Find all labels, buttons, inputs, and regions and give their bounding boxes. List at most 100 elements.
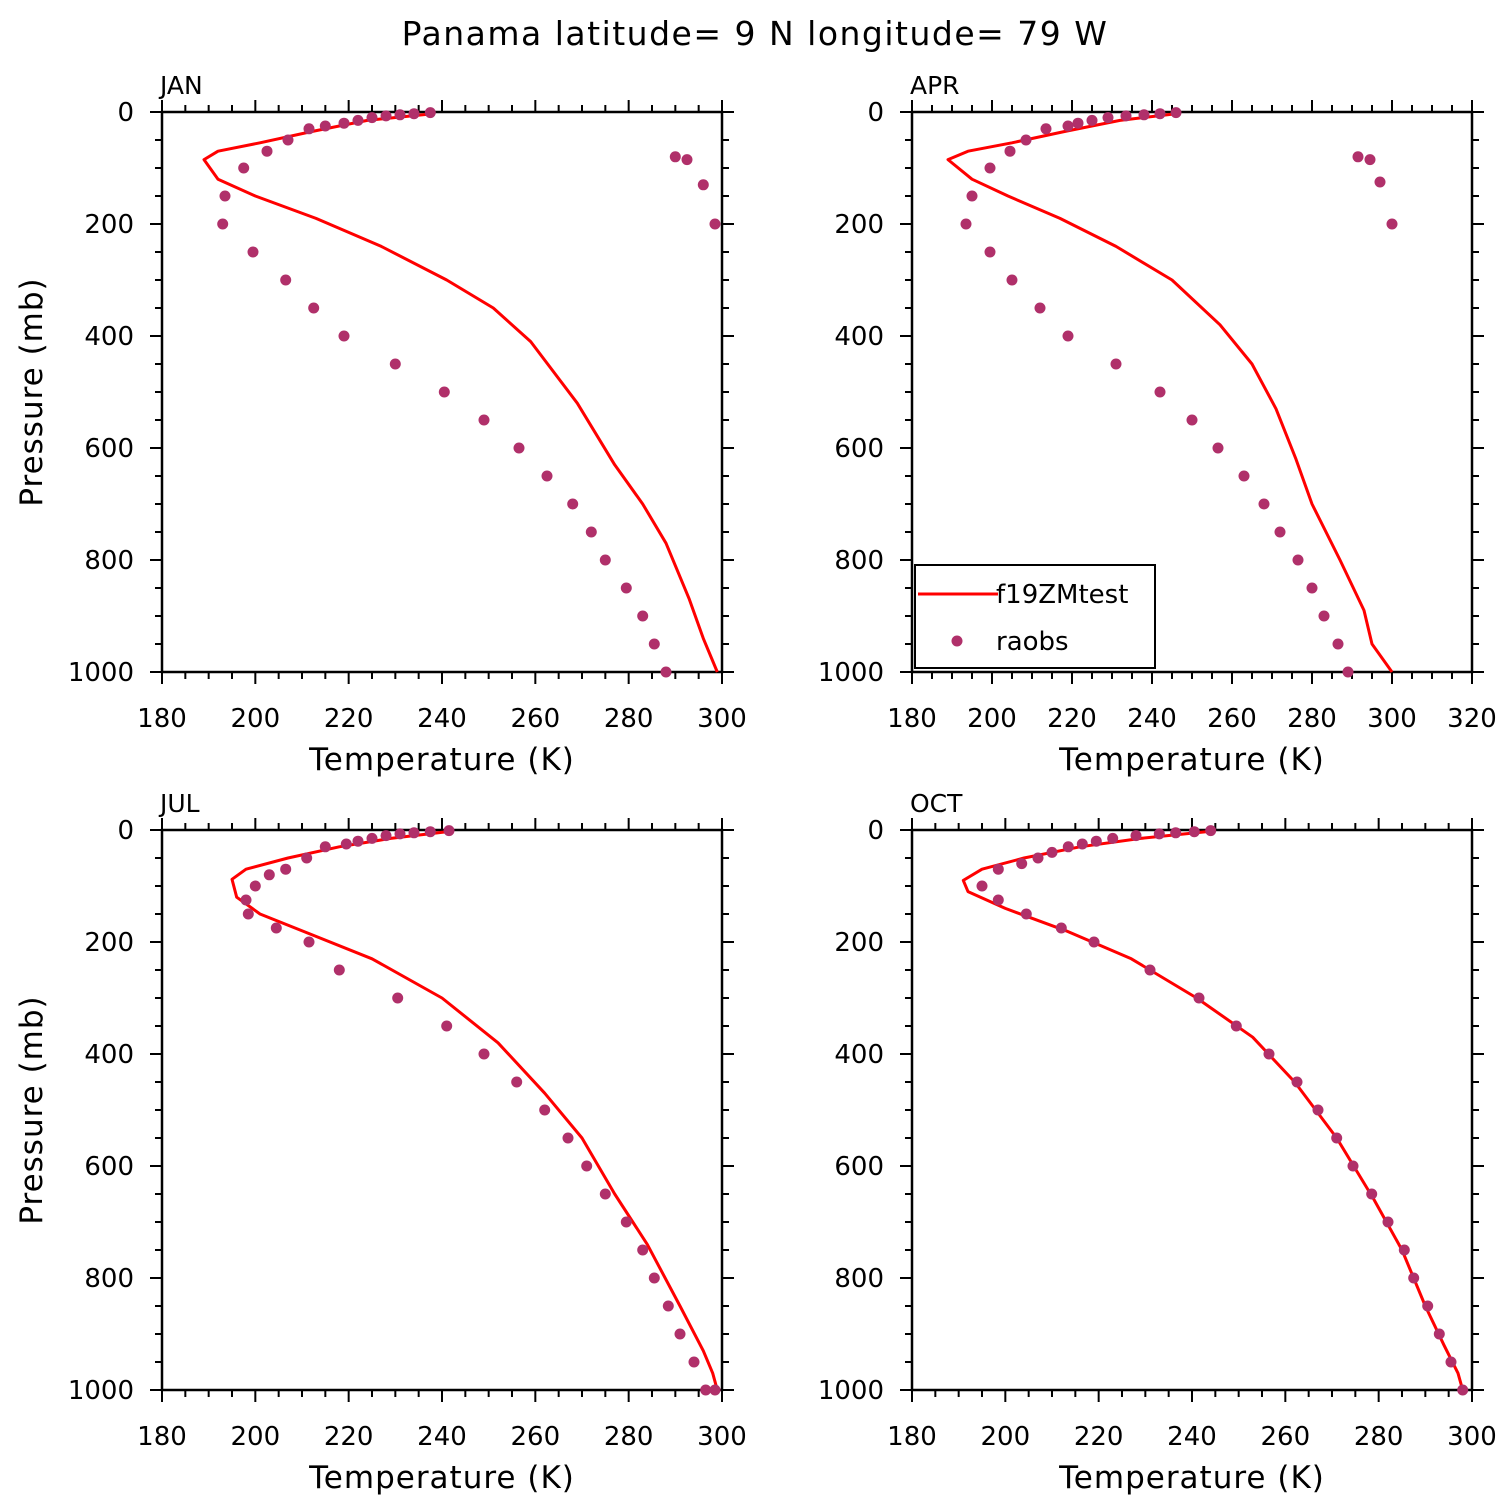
data-point-raobs: [1020, 134, 1032, 146]
y-axis-title: Pressure (mb): [14, 995, 50, 1224]
data-point-raobs: [380, 110, 392, 122]
y-tick-label: 1000: [818, 658, 884, 688]
data-point-raobs: [1212, 442, 1224, 454]
legend-marker-swatch: [951, 635, 963, 647]
data-point-raobs: [1386, 218, 1398, 230]
y-tick-label: 400: [834, 322, 884, 352]
data-point-raobs: [1342, 666, 1354, 678]
data-point-raobs: [1374, 176, 1386, 188]
data-point-raobs: [513, 442, 525, 454]
data-point-raobs: [1170, 107, 1182, 119]
data-point-raobs: [217, 218, 229, 230]
panels: JAN 180 200 220 240 260 280 300 0 200 400 600 800 100…: [14, 71, 1497, 1496]
x-tick-label: 240: [1167, 1422, 1217, 1452]
x-tick-label: 260: [511, 704, 561, 734]
y-tick-label: 600: [84, 1152, 134, 1182]
data-point-raobs: [1110, 358, 1122, 370]
data-point-raobs: [1292, 554, 1304, 566]
data-point-raobs: [1034, 302, 1046, 314]
data-point-raobs: [637, 1244, 649, 1256]
data-point-raobs: [697, 179, 709, 191]
y-tick-label: 800: [84, 546, 134, 576]
data-point-raobs: [1076, 838, 1088, 850]
data-point-raobs: [389, 358, 401, 370]
data-point-raobs: [1046, 846, 1058, 858]
data-point-raobs: [240, 894, 252, 906]
data-point-raobs: [992, 894, 1004, 906]
data-point-raobs: [620, 1216, 632, 1228]
panel-label: OCT: [910, 789, 963, 818]
data-point-raobs: [1154, 386, 1166, 398]
data-point-raobs: [242, 908, 254, 920]
data-point-raobs: [408, 108, 420, 120]
legend-box: [914, 564, 1156, 669]
x-tick-label: 300: [697, 704, 747, 734]
x-tick-label: 220: [324, 704, 374, 734]
y-tick-label: 600: [834, 1152, 884, 1182]
data-point-raobs: [1016, 858, 1028, 870]
data-point-raobs: [1306, 582, 1318, 594]
y-tick-label: 400: [84, 322, 134, 352]
y-axis-title: Pressure (mb): [14, 277, 50, 506]
x-tick-label: 200: [231, 704, 281, 734]
data-point-raobs: [1230, 1020, 1242, 1032]
x-tick-label: 320: [1447, 704, 1497, 734]
data-point-raobs: [1422, 1300, 1434, 1312]
data-point-raobs: [1258, 498, 1270, 510]
data-point-raobs: [338, 117, 350, 129]
data-point-raobs: [1006, 274, 1018, 286]
x-tick-label: 240: [417, 1422, 467, 1452]
x-tick-label: 300: [1447, 1422, 1497, 1452]
x-tick-label: 280: [604, 704, 654, 734]
data-point-raobs: [261, 145, 273, 157]
legend-label-obs: raobs: [996, 627, 1069, 657]
series-line-f19zmtest: [946, 112, 1394, 673]
data-point-raobs: [443, 825, 455, 837]
data-point-raobs: [511, 1076, 523, 1088]
data-point-raobs: [688, 1356, 700, 1368]
data-point-raobs: [1457, 1384, 1469, 1396]
y-tick-label: 0: [867, 816, 884, 846]
data-point-raobs: [984, 162, 996, 174]
series-line-f19zmtest: [202, 112, 719, 673]
data-point-raobs: [1445, 1356, 1457, 1368]
y-tick-label: 400: [834, 1040, 884, 1070]
data-point-raobs: [1138, 109, 1150, 121]
data-point-raobs: [249, 880, 261, 892]
panel-jan: JAN 180 200 220 240 260 280 300 0 200 400 600 800 100…: [14, 71, 747, 778]
x-tick-label: 180: [887, 704, 937, 734]
x-tick-label: 260: [511, 1422, 561, 1452]
data-point-raobs: [394, 109, 406, 121]
x-tick-label: 200: [967, 704, 1017, 734]
data-point-raobs: [1107, 832, 1119, 844]
data-point-raobs: [1144, 964, 1156, 976]
data-point-raobs: [1382, 1216, 1394, 1228]
y-tick-label: 600: [834, 434, 884, 464]
y-tick-label: 600: [84, 434, 134, 464]
data-point-raobs: [992, 863, 1004, 875]
data-point-raobs: [338, 330, 350, 342]
data-point-raobs: [1193, 992, 1205, 1004]
data-point-raobs: [976, 880, 988, 892]
x-axis-title: Temperature (K): [1058, 1460, 1325, 1496]
x-tick-label: 300: [697, 1422, 747, 1452]
data-point-raobs: [1032, 852, 1044, 864]
y-tick-label: 200: [84, 928, 134, 958]
legend-label-model: f19ZMtest: [996, 580, 1128, 610]
data-point-raobs: [301, 852, 313, 864]
data-point-raobs: [662, 1300, 674, 1312]
data-point-raobs: [1318, 610, 1330, 622]
data-point-raobs: [1274, 526, 1286, 538]
data-point-raobs: [1120, 110, 1132, 122]
data-point-raobs: [1154, 108, 1166, 120]
x-tick-label: 180: [887, 1422, 937, 1452]
x-axis-title: Temperature (K): [308, 742, 575, 778]
data-point-raobs: [1352, 151, 1364, 163]
data-point-raobs: [352, 114, 364, 126]
x-tick-label: 220: [324, 1422, 374, 1452]
x-axis-title: Temperature (K): [1058, 742, 1325, 778]
data-point-raobs: [408, 827, 420, 839]
x-tick-label: 220: [1074, 1422, 1124, 1452]
data-point-raobs: [709, 218, 721, 230]
x-tick-label: 200: [231, 1422, 281, 1452]
